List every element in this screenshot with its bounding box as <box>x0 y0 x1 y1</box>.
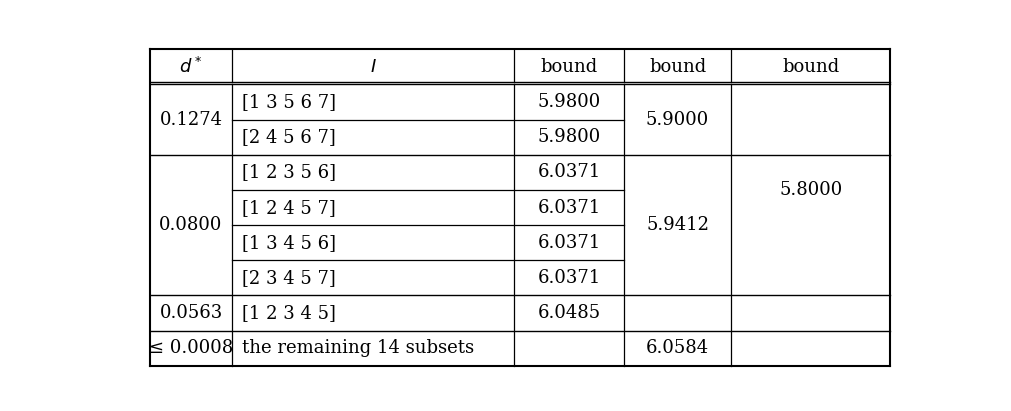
Text: the remaining 14 subsets: the remaining 14 subsets <box>242 339 474 357</box>
Text: [2 3 4 5 7]: [2 3 4 5 7] <box>242 269 336 287</box>
Text: 0.0563: 0.0563 <box>160 304 222 322</box>
Text: 6.0584: 6.0584 <box>646 339 709 357</box>
Text: [1 3 4 5 6]: [1 3 4 5 6] <box>242 234 336 252</box>
Text: $I$: $I$ <box>370 58 377 76</box>
Text: 5.9800: 5.9800 <box>538 128 601 146</box>
Text: $d^*$: $d^*$ <box>179 57 202 77</box>
Text: ≤ 0.0008: ≤ 0.0008 <box>149 339 234 357</box>
Text: [1 2 3 4 5]: [1 2 3 4 5] <box>242 304 336 322</box>
Text: 6.0371: 6.0371 <box>538 199 601 217</box>
Text: [1 2 4 5 7]: [1 2 4 5 7] <box>242 199 336 217</box>
Text: 5.9412: 5.9412 <box>646 216 709 234</box>
Text: 5.9800: 5.9800 <box>538 93 601 111</box>
Text: 5.9000: 5.9000 <box>646 111 709 129</box>
Text: 6.0371: 6.0371 <box>538 234 601 252</box>
Text: 0.1274: 0.1274 <box>160 111 222 129</box>
Text: 6.0485: 6.0485 <box>538 304 601 322</box>
Text: 6.0371: 6.0371 <box>538 164 601 181</box>
Text: 5.8000: 5.8000 <box>779 181 842 199</box>
Text: [1 3 5 6 7]: [1 3 5 6 7] <box>242 93 336 111</box>
Text: 0.0800: 0.0800 <box>160 216 222 234</box>
Text: [2 4 5 6 7]: [2 4 5 6 7] <box>242 128 336 146</box>
Text: 6.0371: 6.0371 <box>538 269 601 287</box>
Text: bound: bound <box>783 58 839 76</box>
Text: bound: bound <box>649 58 707 76</box>
Text: [1 2 3 5 6]: [1 2 3 5 6] <box>242 164 336 181</box>
Text: bound: bound <box>541 58 598 76</box>
